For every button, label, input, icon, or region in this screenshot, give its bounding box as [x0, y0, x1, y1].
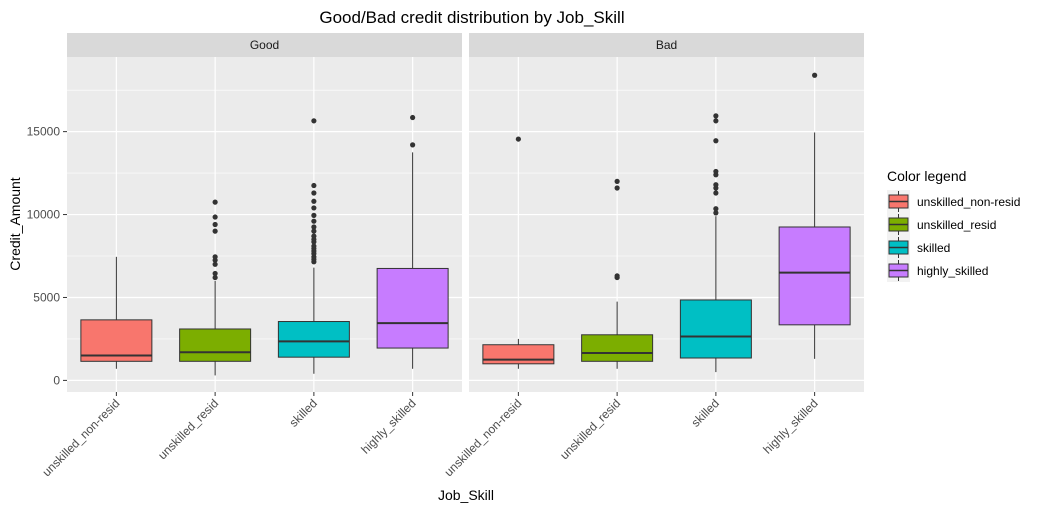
- outlier-point: [812, 72, 818, 78]
- outlier-point: [311, 228, 317, 234]
- outlier-point: [212, 270, 218, 277]
- box-unskilled_non-resid: [80, 256, 153, 369]
- outlier-point: [311, 233, 317, 239]
- panel-background: [469, 57, 864, 392]
- y-tick-label: 15000: [27, 125, 61, 139]
- box-iqr: [679, 299, 752, 359]
- legend-item-skilled: skilled: [887, 236, 950, 259]
- facet-panel-good: Good unskilled_non-resid unskilled_resid sk…: [39, 33, 462, 479]
- outlier-point: [713, 138, 719, 144]
- box-iqr: [581, 334, 654, 362]
- x-tick-label: unskilled_resid: [155, 396, 221, 462]
- outlier-point: [713, 210, 719, 216]
- box-highly_skilled: [376, 114, 449, 369]
- y-tick-label: 0: [53, 373, 60, 387]
- facet-strip-label: Bad: [656, 38, 677, 52]
- legend-label: skilled: [917, 241, 950, 255]
- chart-title: Good/Bad credit distribution by Job_Skil…: [319, 8, 624, 27]
- legend-item-unskilled_non-resid: unskilled_non-resid: [887, 190, 1020, 213]
- facet-panels: Good unskilled_non-resid unskilled_resid sk…: [39, 33, 864, 479]
- outlier-point: [713, 118, 719, 124]
- facet-panel-bad: Bad unskilled_non-resid unskilled_resid ski…: [441, 33, 864, 479]
- box-iqr: [80, 319, 153, 362]
- y-axis-title: Credit_Amount: [7, 177, 23, 270]
- box-iqr: [277, 321, 350, 358]
- outlier-point: [713, 190, 719, 196]
- x-tick-label: highly_skilled: [358, 396, 418, 456]
- outlier-point: [713, 182, 719, 188]
- outlier-point: [311, 224, 317, 230]
- x-tick-label: unskilled_resid: [557, 396, 623, 462]
- y-tick-label: 5000: [33, 290, 60, 304]
- legend-label: unskilled_non-resid: [917, 195, 1020, 209]
- box-iqr: [376, 267, 449, 349]
- outlier-point: [311, 190, 317, 196]
- x-tick-label: highly_skilled: [760, 396, 820, 456]
- box-unskilled_resid: [179, 199, 252, 376]
- outlier-point: [713, 168, 719, 175]
- x-tick-label: unskilled_non-resid: [441, 396, 524, 479]
- outlier-point: [212, 274, 218, 281]
- outlier-point: [410, 114, 416, 121]
- x-tick-label: skilled: [689, 396, 722, 429]
- outlier-point: [212, 214, 218, 220]
- outlier-point: [614, 273, 620, 279]
- outlier-point: [311, 182, 317, 189]
- outlier-point: [713, 113, 719, 119]
- box-unskilled_resid: [581, 178, 654, 369]
- outlier-point: [311, 198, 317, 204]
- box-skilled: [679, 113, 752, 373]
- legend-item-unskilled_resid: unskilled_resid: [887, 213, 996, 236]
- outlier-point: [212, 199, 218, 205]
- y-axis: 0 5000 10000 15000: [27, 125, 67, 387]
- outlier-point: [311, 205, 317, 211]
- y-tick-label: 10000: [27, 208, 61, 222]
- outlier-point: [311, 243, 317, 249]
- outlier-point: [311, 118, 317, 124]
- box-skilled: [277, 118, 350, 374]
- outlier-point: [311, 218, 317, 224]
- outlier-point: [311, 212, 317, 218]
- box-unskilled_non-resid: [482, 136, 555, 369]
- outlier-point: [212, 228, 218, 234]
- outlier-point: [212, 221, 218, 228]
- legend-title: Color legend: [887, 168, 966, 184]
- box-iqr: [482, 344, 555, 365]
- outlier-point: [713, 206, 719, 212]
- facet-strip: [67, 33, 462, 57]
- box-highly_skilled: [778, 72, 851, 359]
- outlier-point: [212, 254, 218, 260]
- facet-strip-label: Good: [250, 38, 279, 52]
- facet-strip: [469, 33, 864, 57]
- legend: Color legend unskilled_non-resid unskille…: [887, 168, 1020, 282]
- outlier-point: [614, 178, 620, 184]
- box-iqr: [778, 226, 851, 326]
- legend-label: highly_skilled: [917, 264, 988, 278]
- box-iqr: [179, 328, 252, 362]
- outlier-point: [410, 142, 416, 148]
- legend-label: unskilled_resid: [917, 218, 996, 232]
- outlier-point: [212, 261, 218, 267]
- outlier-point: [515, 136, 521, 142]
- x-axis-title: Job_Skill: [438, 487, 494, 503]
- x-tick-label: skilled: [287, 396, 320, 429]
- legend-item-highly_skilled: highly_skilled: [887, 259, 988, 282]
- outlier-point: [614, 185, 620, 191]
- x-tick-label: unskilled_non-resid: [39, 396, 122, 479]
